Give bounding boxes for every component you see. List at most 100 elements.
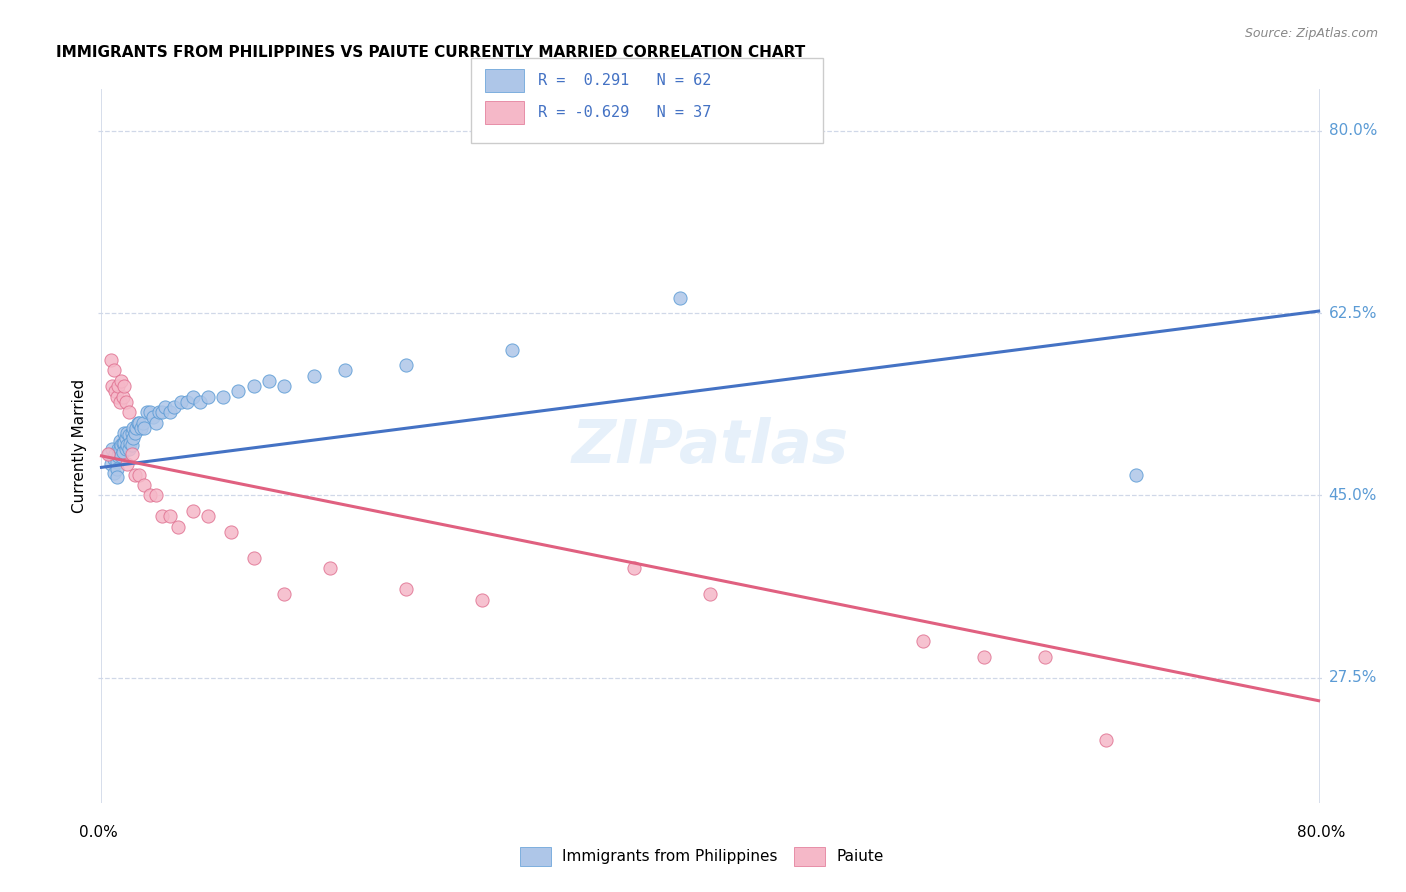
Point: [501, 343, 523, 357]
Point: [139, 488, 162, 502]
Point: [188, 394, 211, 409]
Point: [111, 436, 134, 450]
Text: 27.5%: 27.5%: [1329, 670, 1376, 685]
Text: 45.0%: 45.0%: [1329, 488, 1376, 503]
Point: [155, 400, 177, 414]
Point: [103, 452, 125, 467]
Point: [100, 457, 122, 471]
Point: [148, 405, 170, 419]
Point: [973, 649, 995, 664]
Point: [105, 455, 128, 469]
Point: [1094, 733, 1116, 747]
Point: [1125, 467, 1147, 482]
Point: [471, 592, 494, 607]
Point: [114, 442, 136, 456]
Point: [111, 444, 134, 458]
Point: [145, 416, 167, 430]
Point: [104, 384, 127, 399]
Point: [112, 425, 135, 440]
Point: [159, 405, 181, 419]
Point: [103, 466, 125, 480]
Point: [108, 434, 131, 449]
Point: [333, 363, 356, 377]
Point: [114, 431, 136, 445]
Point: [163, 400, 186, 414]
Point: [118, 442, 141, 456]
Point: [273, 587, 295, 601]
Point: [101, 379, 124, 393]
Point: [105, 462, 128, 476]
Point: [318, 561, 340, 575]
Point: [242, 551, 264, 566]
Y-axis label: Currently Married: Currently Married: [72, 379, 87, 513]
Text: Paiute: Paiute: [837, 849, 884, 863]
Point: [117, 425, 139, 440]
Point: [304, 368, 326, 383]
Point: [136, 405, 159, 419]
Point: [101, 442, 124, 456]
Point: [121, 447, 143, 461]
Point: [159, 509, 181, 524]
Point: [124, 467, 146, 482]
Point: [100, 353, 122, 368]
Point: [197, 509, 219, 524]
Text: 80.0%: 80.0%: [1298, 825, 1346, 840]
Point: [127, 416, 149, 430]
Text: 80.0%: 80.0%: [1329, 123, 1376, 138]
Point: [120, 436, 142, 450]
Text: R =  0.291   N = 62: R = 0.291 N = 62: [538, 73, 711, 87]
Point: [128, 416, 150, 430]
Text: 0.0%: 0.0%: [79, 825, 118, 840]
Point: [166, 520, 188, 534]
Point: [98, 447, 121, 461]
Point: [128, 467, 150, 482]
Point: [114, 394, 136, 409]
Point: [117, 438, 139, 452]
Text: 62.5%: 62.5%: [1329, 306, 1376, 321]
Point: [103, 363, 125, 377]
Point: [110, 438, 132, 452]
Point: [110, 374, 132, 388]
Point: [121, 438, 143, 452]
Point: [96, 447, 118, 461]
Point: [197, 390, 219, 404]
Point: [107, 442, 129, 456]
Point: [1033, 649, 1056, 664]
Point: [118, 405, 141, 419]
Point: [395, 582, 418, 597]
Point: [142, 410, 165, 425]
Point: [212, 390, 235, 404]
Point: [132, 478, 155, 492]
Point: [132, 421, 155, 435]
Point: [699, 587, 721, 601]
Point: [105, 390, 128, 404]
Text: Source: ZipAtlas.com: Source: ZipAtlas.com: [1244, 27, 1378, 40]
Point: [131, 416, 153, 430]
Point: [107, 379, 129, 393]
Point: [111, 390, 134, 404]
Point: [105, 469, 128, 483]
Point: [911, 634, 934, 648]
Point: [219, 524, 242, 539]
Point: [122, 431, 145, 445]
Text: Immigrants from Philippines: Immigrants from Philippines: [562, 849, 778, 863]
Point: [121, 425, 143, 440]
Point: [139, 405, 162, 419]
Point: [176, 394, 198, 409]
Point: [169, 394, 191, 409]
Point: [273, 379, 295, 393]
Point: [112, 436, 135, 450]
Point: [108, 394, 131, 409]
Point: [228, 384, 250, 399]
Point: [108, 442, 131, 456]
Point: [150, 405, 173, 419]
Point: [129, 421, 152, 435]
Point: [117, 457, 139, 471]
Point: [668, 291, 690, 305]
Point: [145, 488, 167, 502]
Text: ZIPatlas: ZIPatlas: [571, 417, 849, 475]
Point: [104, 447, 127, 461]
Point: [107, 449, 129, 463]
Point: [122, 421, 145, 435]
Point: [242, 379, 264, 393]
